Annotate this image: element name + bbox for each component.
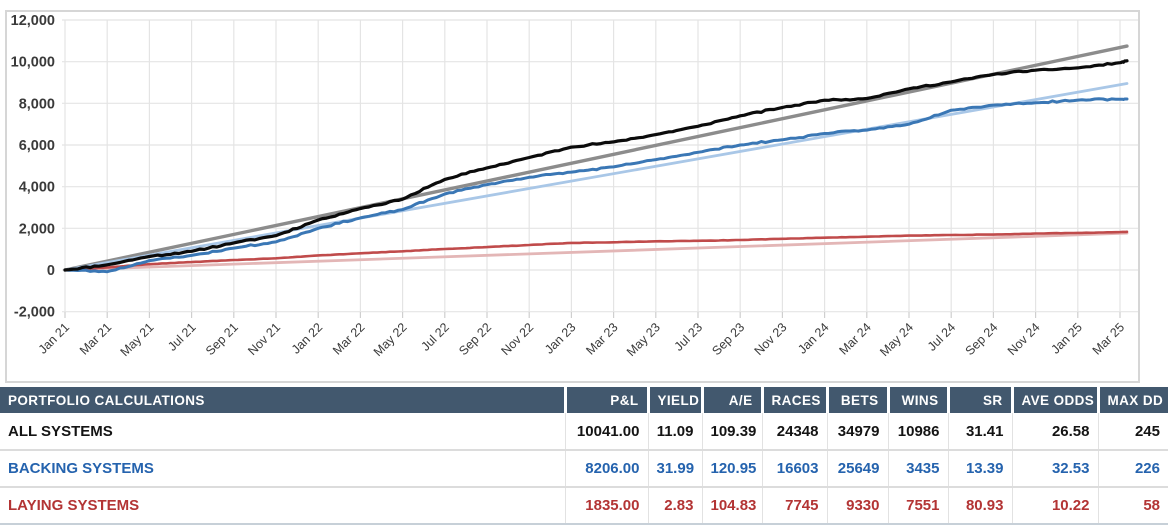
laying-systems-sr: 80.93 xyxy=(947,486,1012,524)
all-systems-ae: 109.39 xyxy=(701,413,762,450)
all-systems-ave-odds: 26.58 xyxy=(1011,413,1098,450)
backing-systems-wins: 3435 xyxy=(887,449,948,487)
svg-text:Jan 21: Jan 21 xyxy=(36,320,72,356)
svg-text:Mar 22: Mar 22 xyxy=(330,320,367,357)
all-systems-max-dd: 245 xyxy=(1097,413,1168,450)
svg-text:Nov 21: Nov 21 xyxy=(245,320,283,358)
all-systems-races: 24348 xyxy=(761,413,827,450)
row-label-laying-systems[interactable]: LAYING SYSTEMS xyxy=(0,486,565,524)
table-row-backing-systems[interactable]: BACKING SYSTEMS 8206.00 31.99 120.95 166… xyxy=(0,449,1168,487)
svg-text:May 22: May 22 xyxy=(371,320,410,359)
backing-systems-pl: 8206.00 xyxy=(564,449,648,487)
svg-text:4,000: 4,000 xyxy=(19,180,55,196)
header-sr: SR xyxy=(946,387,1012,413)
header-max-dd: MAX DD xyxy=(1096,387,1168,413)
svg-text:10,000: 10,000 xyxy=(11,55,55,71)
laying-systems-yield: 2.83 xyxy=(647,486,702,524)
svg-text:Jan 25: Jan 25 xyxy=(1048,320,1084,356)
all-systems-bets: 34979 xyxy=(826,413,888,450)
header-portfolio-calculations: PORTFOLIO CALCULATIONS xyxy=(0,387,565,413)
svg-text:Jul 23: Jul 23 xyxy=(672,320,706,354)
laying-systems-wins: 7551 xyxy=(887,486,948,524)
header-ae: A/E xyxy=(700,387,762,413)
row-label-backing-systems[interactable]: BACKING SYSTEMS xyxy=(0,449,565,487)
svg-text:May 23: May 23 xyxy=(624,320,663,359)
backing-systems-bets: 25649 xyxy=(826,449,888,487)
svg-text:-2,000: -2,000 xyxy=(14,305,55,321)
svg-text:Nov 23: Nov 23 xyxy=(752,320,790,358)
header-ave-odds: AVE ODDS xyxy=(1010,387,1098,413)
table-row-laying-systems[interactable]: LAYING SYSTEMS 1835.00 2.83 104.83 7745 … xyxy=(0,486,1168,524)
svg-text:Jul 24: Jul 24 xyxy=(925,320,959,354)
svg-text:Mar 21: Mar 21 xyxy=(77,320,114,357)
laying-systems-pl: 1835.00 xyxy=(564,486,648,524)
svg-text:Sep 22: Sep 22 xyxy=(456,320,494,358)
all-systems-yield: 11.09 xyxy=(647,413,702,450)
svg-text:May 24: May 24 xyxy=(877,320,916,359)
svg-text:Sep 21: Sep 21 xyxy=(203,320,241,358)
equity-chart-panel: 12,000 10,000 8,000 6,000 4,000 2,000 0 -2,000 J… xyxy=(5,10,1140,383)
svg-text:0: 0 xyxy=(47,263,55,279)
backing-systems-yield: 31.99 xyxy=(647,449,702,487)
row-label-all-systems[interactable]: ALL SYSTEMS xyxy=(0,413,565,450)
all-systems-pl: 10041.00 xyxy=(564,413,648,450)
laying-systems-ave-odds: 10.22 xyxy=(1011,486,1098,524)
backing-systems-ave-odds: 32.53 xyxy=(1011,449,1098,487)
svg-text:Mar 23: Mar 23 xyxy=(583,320,620,357)
header-pl: P&L xyxy=(563,387,648,413)
all-systems-wins: 10986 xyxy=(887,413,948,450)
all-systems-sr: 31.41 xyxy=(947,413,1012,450)
svg-text:Nov 22: Nov 22 xyxy=(498,320,536,358)
portfolio-calculations-table: PORTFOLIO CALCULATIONS P&L YIELD A/E RAC… xyxy=(0,387,1168,525)
backing-systems-ae: 120.95 xyxy=(701,449,762,487)
svg-text:Jul 21: Jul 21 xyxy=(165,320,199,354)
svg-text:Mar 25: Mar 25 xyxy=(1090,320,1127,357)
svg-text:12,000: 12,000 xyxy=(11,13,55,29)
svg-text:Jan 24: Jan 24 xyxy=(795,320,831,356)
svg-text:Jan 22: Jan 22 xyxy=(289,320,325,356)
header-bets: BETS xyxy=(825,387,888,413)
svg-text:Nov 24: Nov 24 xyxy=(1005,320,1043,358)
header-races: RACES xyxy=(760,387,827,413)
backing-systems-races: 16603 xyxy=(761,449,827,487)
laying-systems-ae: 104.83 xyxy=(701,486,762,524)
backing-systems-sr: 13.39 xyxy=(947,449,1012,487)
svg-text:Jul 22: Jul 22 xyxy=(418,320,452,354)
svg-text:May 21: May 21 xyxy=(118,320,157,359)
laying-systems-races: 7745 xyxy=(761,486,827,524)
svg-text:Sep 24: Sep 24 xyxy=(963,320,1001,358)
svg-text:8,000: 8,000 xyxy=(19,96,55,112)
svg-text:Sep 23: Sep 23 xyxy=(709,320,747,358)
svg-text:6,000: 6,000 xyxy=(19,138,55,154)
header-wins: WINS xyxy=(886,387,948,413)
table-row-all-systems[interactable]: ALL SYSTEMS 10041.00 11.09 109.39 24348 … xyxy=(0,413,1168,450)
table-header-row: PORTFOLIO CALCULATIONS P&L YIELD A/E RAC… xyxy=(0,387,1168,413)
laying-systems-bets: 9330 xyxy=(826,486,888,524)
svg-text:Mar 24: Mar 24 xyxy=(837,320,874,357)
equity-curve-chart: 12,00010,0008,0006,0004,0002,0000-2,000J… xyxy=(11,13,1138,359)
svg-text:2,000: 2,000 xyxy=(19,221,55,237)
backing-systems-max-dd: 226 xyxy=(1097,449,1168,487)
laying-systems-max-dd: 58 xyxy=(1097,486,1168,524)
svg-text:Jan 23: Jan 23 xyxy=(542,320,578,356)
header-yield: YIELD xyxy=(646,387,702,413)
